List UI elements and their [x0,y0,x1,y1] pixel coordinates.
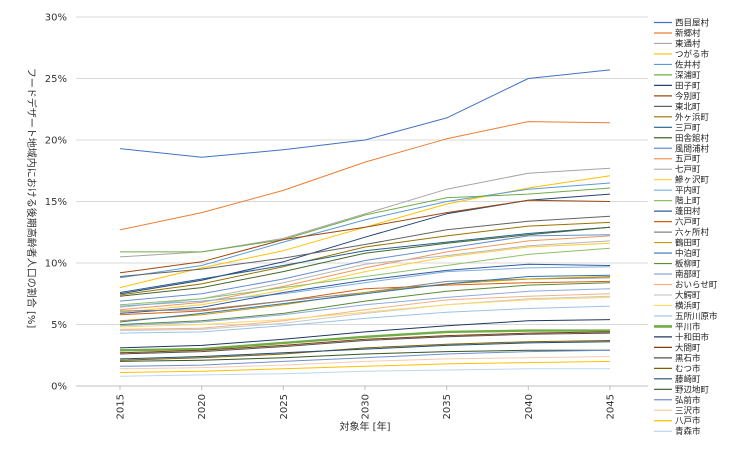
legend-label: 大鰐町 [675,290,701,301]
legend-label: 七戸町 [675,165,701,175]
series-line-24 [119,282,611,325]
series-line-12 [119,226,611,297]
legend-label: 東通村 [675,38,701,49]
series-line-33 [119,332,611,355]
series-line-38 [119,356,611,370]
legend-label: 鰺ヶ沢町 [675,175,710,186]
series-line-25 [119,288,611,327]
x-tick-label: 2020 [197,394,208,419]
legend-label: 六戸町 [675,217,701,228]
x-tick-label: 2015 [116,394,127,419]
legend-label: 蓬田村 [675,206,701,217]
series-line-30 [119,329,610,352]
series-line-26 [119,293,611,330]
legend-label: 南部町 [675,269,701,280]
legend-label: 深浦町 [675,70,701,81]
legend-label: 横浜町 [675,300,701,311]
series-line-16 [119,242,611,313]
legend-label: むつ市 [675,363,701,374]
x-tick-label: 2035 [442,394,453,419]
y-tick-label: 10% [45,259,67,270]
legend-label: 五所川原市 [675,311,718,322]
legend-label: 風間浦村 [675,143,710,154]
y-tick-label: 15% [45,197,67,208]
y-axis-title: フードデザート地域内における後期高齢者人口の割合 [%] [25,68,38,329]
series-line-8 [119,199,611,274]
legend: 西目屋村新郷村東通村つがる市佐井村深浦町田子町今別町東北町外ヶ浜町三戸町田舎館村… [654,18,718,437]
legend-label: 十和田市 [675,332,710,343]
series-line-17 [119,266,611,307]
y-tick-label: 30% [45,13,67,24]
series-line-11 [119,226,611,293]
y-tick-label: 20% [45,136,67,147]
series-line-27 [119,295,611,332]
legend-label: 平内町 [675,185,701,196]
gridlines [76,16,648,387]
legend-label: 中泊町 [675,248,701,259]
legend-label: 八戸市 [675,416,701,427]
series-line-9 [119,215,611,277]
series-line-36 [119,349,610,362]
legend-label: 三沢市 [675,405,701,416]
legend-label: 平川市 [675,321,701,332]
y-tick-label: 5% [51,320,67,331]
legend-label: 今別町 [675,91,701,102]
x-tick-label: 2045 [606,394,617,419]
series-line-32 [119,331,611,354]
legend-label: おいらせ町 [675,281,718,291]
y-tick-label: 25% [45,74,67,85]
series-line-19 [119,263,611,314]
legend-label: 大間町 [675,342,701,353]
series-line-5 [119,182,611,279]
series-line-28 [119,296,611,328]
series-line-2 [119,121,611,231]
x-tick-label: 2040 [524,394,535,419]
series-line-20 [119,280,611,316]
x-tick-label: 2025 [279,394,290,419]
legend-label: 田舎館村 [675,133,710,144]
legend-label: 六ヶ所村 [675,227,710,238]
legend-label: 青森市 [675,426,701,437]
legend-label: 三戸町 [675,123,701,133]
x-tick-label: 2030 [361,394,372,419]
legend-label: 新郷村 [675,28,701,39]
legend-label: 板柳町 [675,259,701,270]
series-line-6 [120,187,611,253]
series-line-23 [119,274,611,323]
legend-label: 藤崎町 [675,374,701,385]
series-line-39 [119,360,611,373]
series-line-40 [119,368,610,377]
axes: 0% 5% 10% 15% 20% 25% 30% 2015 2020 2025 2030 2035 2… [45,13,617,420]
series-line-34 [119,340,611,361]
legend-label: 五戸町 [675,155,701,165]
series-line-37 [119,349,611,367]
y-tick-label: 0% [51,382,67,393]
series-line-1 [119,69,611,158]
legend-label: 東北町 [675,101,701,112]
legend-label: 弘前市 [675,395,701,406]
series-line-10 [119,221,611,296]
series-line-14 [119,235,611,311]
legend-label: つがる市 [675,49,710,60]
series-line-18 [119,247,611,306]
series-line-35 [119,341,611,360]
series-line-22 [119,276,611,322]
legend-label: 西目屋村 [675,18,710,29]
legend-label: 野辺地町 [675,384,710,395]
series-line-13 [119,234,611,302]
series-line-31 [119,319,611,349]
legend-label: 田子町 [675,81,701,91]
legend-label: 外ヶ浜町 [675,112,710,123]
legend-label: 階上町 [675,196,701,207]
series-line-29 [119,305,611,334]
series-lines [119,69,611,377]
legend-label: 佐井村 [675,59,701,70]
legend-label: 黒石市 [675,353,701,364]
x-axis-title: 対象年 [年] [340,420,391,433]
legend-label: 鶴田町 [675,238,701,249]
